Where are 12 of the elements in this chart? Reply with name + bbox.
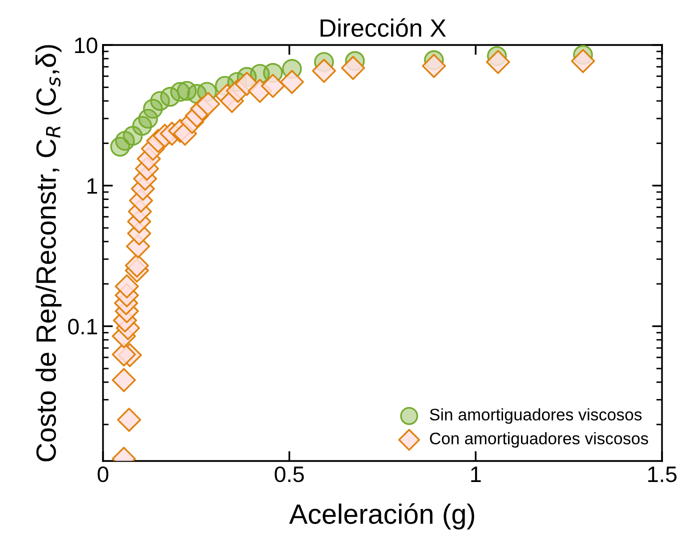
y-axis-title: Costo de Rep/Reconstr, C$_{R}$ (C$_{s}$,δ) <box>36 45 62 462</box>
x-tick-label: 0.5 <box>274 466 304 482</box>
x-tick-label: 1.5 <box>648 466 677 482</box>
chart-title: Dirección X <box>320 18 446 37</box>
y-tick-label: 0.1 <box>68 318 98 334</box>
x-tick-label: 0 <box>98 466 108 482</box>
legend-label: Con amortiguadores viscosos <box>430 432 648 448</box>
y-tick-label: 1 <box>87 178 98 194</box>
y-tick-label: 10 <box>75 38 98 54</box>
legend-label: Sin amortiguadores viscosos <box>430 408 642 424</box>
x-tick-label: 1 <box>471 466 481 482</box>
x-axis-title: Aceleración (g) <box>289 503 474 530</box>
